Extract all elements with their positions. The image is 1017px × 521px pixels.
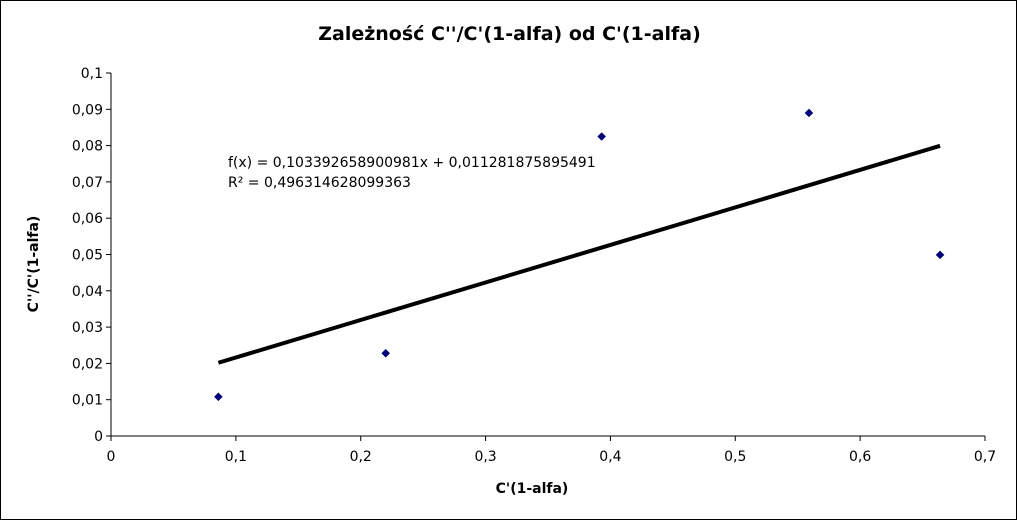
y-tick-label: 0,01	[72, 393, 103, 409]
trendline-r-squared: R² = 0,496314628099363	[228, 175, 411, 191]
y-tick-label: 0,05	[72, 248, 103, 264]
x-tick-label: 0,3	[474, 449, 496, 465]
data-point	[804, 108, 814, 118]
trendline	[217, 143, 941, 365]
data-point	[381, 348, 391, 358]
x-tick-label: 0,2	[350, 449, 372, 465]
x-tick-label: 0,7	[974, 449, 996, 465]
y-tick-label: 0,07	[72, 175, 103, 191]
data-point	[935, 250, 945, 260]
y-tick-label: 0,09	[72, 102, 103, 118]
y-axis-title: C''/C'(1-alfa)	[26, 215, 42, 313]
x-tick-label: 0	[107, 449, 116, 465]
trendline-equation: f(x) = 0,103392658900981x + 0,0112818758…	[228, 155, 596, 171]
y-tick-label: 0,1	[81, 66, 103, 82]
x-tick-label: 0,4	[599, 449, 621, 465]
y-tick-label: 0	[94, 429, 103, 445]
chart-title: Zależność C''/C'(1-alfa) od C'(1-alfa)	[318, 23, 701, 45]
data-point	[597, 132, 607, 141]
data-point	[214, 392, 223, 402]
x-tick-label: 0,1	[225, 449, 247, 465]
y-tick-label: 0,03	[72, 320, 103, 336]
x-axis-title: C'(1-alfa)	[495, 481, 569, 497]
x-tick-label: 0,6	[849, 449, 871, 465]
x-tick-label: 0,5	[724, 449, 746, 465]
y-tick-label: 0,08	[72, 139, 103, 155]
y-tick-label: 0,06	[72, 211, 103, 227]
y-tick-label: 0,02	[72, 356, 103, 372]
y-tick-label: 0,04	[72, 284, 103, 300]
